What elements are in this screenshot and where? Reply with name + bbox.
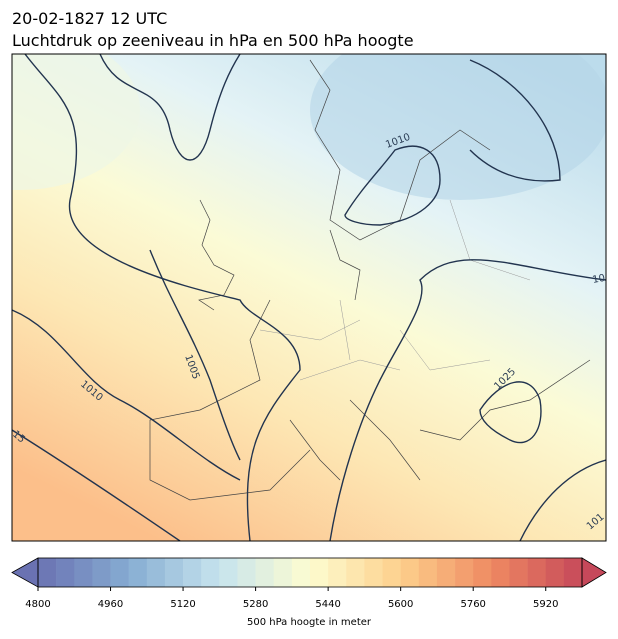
colorbar-tick-label: 5280 bbox=[243, 599, 268, 610]
date-title: 20-02-1827 12 UTC bbox=[12, 9, 167, 28]
colorbar-segment bbox=[110, 558, 129, 587]
coastline bbox=[149, 59, 591, 501]
colorbar-segment bbox=[400, 558, 420, 587]
colorbar-frame bbox=[37, 557, 583, 588]
colorbar-segment bbox=[255, 558, 275, 587]
colorbar-segment bbox=[418, 558, 438, 587]
colorbar-segment bbox=[310, 558, 329, 587]
map-frame bbox=[11, 53, 607, 542]
isobar bbox=[12, 309, 241, 481]
colorbar-tick-label: 5440 bbox=[315, 599, 340, 610]
colorbar-segment bbox=[183, 558, 202, 587]
colorbar-extend-high bbox=[581, 557, 607, 588]
colorbar-segment bbox=[164, 558, 184, 587]
colorbar-segment bbox=[436, 558, 456, 587]
colorbar-segment bbox=[146, 558, 166, 587]
isobar bbox=[344, 145, 441, 226]
colorbar-segment bbox=[92, 558, 111, 587]
colorbar-tick-label: 4800 bbox=[25, 599, 50, 610]
isobar bbox=[519, 459, 606, 541]
colorbar-tick-label: 5120 bbox=[170, 599, 195, 610]
colorbar-segment bbox=[545, 558, 565, 587]
colorbar-segment bbox=[38, 558, 57, 587]
colorbar-segment bbox=[128, 558, 148, 587]
colorbar-segment bbox=[201, 558, 220, 587]
colorbar: 4800 4960 5120 5280 5440 5600 5760 5920 bbox=[11, 557, 607, 610]
contour-label: 15 bbox=[10, 429, 27, 446]
colorbar-segment bbox=[74, 558, 93, 587]
colorbar-segment bbox=[291, 558, 311, 587]
isobar bbox=[329, 259, 606, 541]
colorbar-segment bbox=[56, 558, 75, 587]
colorbar-segment bbox=[455, 558, 474, 587]
colorbar-segment bbox=[509, 558, 528, 587]
isobar bbox=[479, 381, 542, 444]
colorbar-segment bbox=[346, 558, 365, 587]
colorbar-tick-label: 5920 bbox=[533, 599, 558, 610]
colorbar-segment bbox=[527, 558, 547, 587]
height-field bbox=[12, 54, 140, 190]
map-title: Luchtdruk op zeeniveau in hPa en 500 hPa… bbox=[12, 31, 414, 50]
colorbar-segment bbox=[364, 558, 383, 587]
isobar bbox=[24, 54, 301, 541]
colorbar-extend-low bbox=[11, 557, 39, 588]
isobar bbox=[12, 429, 181, 541]
map: 1010 1005 1010 1025 15 10 101 bbox=[10, 54, 606, 541]
colorbar-segment bbox=[473, 558, 492, 587]
colorbar-segment bbox=[219, 558, 238, 587]
colorbar-tick-label: 4960 bbox=[98, 599, 123, 610]
colorbar-segment bbox=[237, 558, 256, 587]
colorbar-segment bbox=[328, 558, 347, 587]
colorbar-label: 500 hPa hoogte in meter bbox=[247, 617, 372, 628]
border bbox=[259, 199, 531, 381]
colorbar-tick-label: 5600 bbox=[388, 599, 413, 610]
colorbar-segment bbox=[382, 558, 401, 587]
colorbar-segment bbox=[491, 558, 510, 587]
isobar bbox=[149, 249, 241, 461]
isobar bbox=[469, 59, 561, 182]
colorbar-tick-label: 5760 bbox=[460, 599, 485, 610]
colorbar-segment bbox=[563, 558, 583, 587]
isobar bbox=[99, 54, 241, 161]
contour-label: 10 bbox=[592, 273, 606, 286]
colorbar-segment bbox=[273, 558, 293, 587]
